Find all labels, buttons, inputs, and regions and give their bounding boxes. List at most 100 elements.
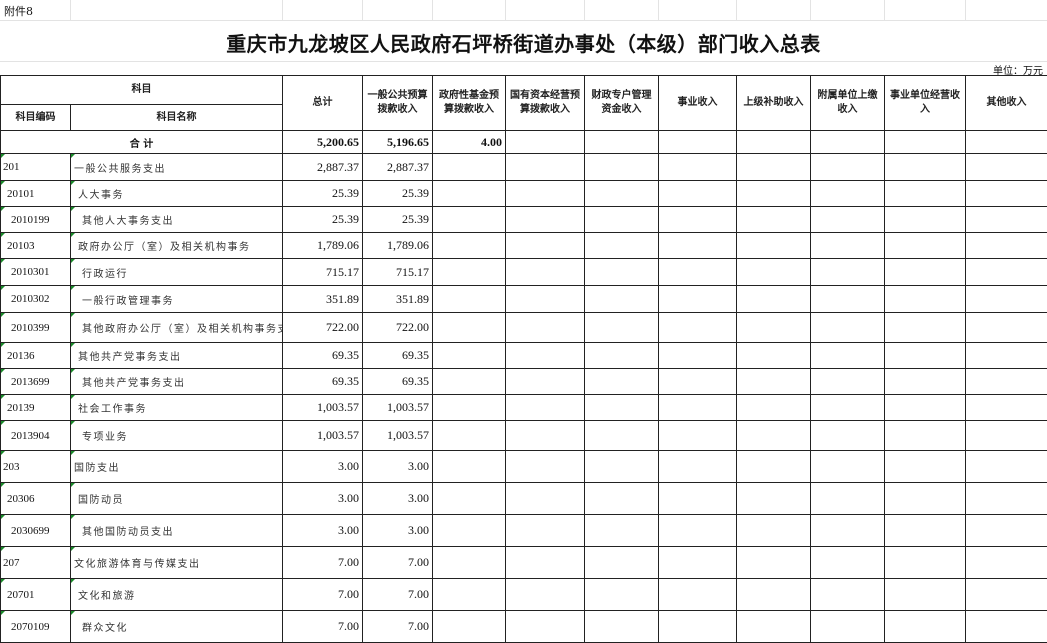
empty-cell: [585, 343, 659, 369]
empty-cell: [659, 154, 737, 181]
empty-cell: [659, 369, 737, 395]
cell-marker-icon: [71, 369, 75, 373]
empty-cell: [737, 395, 811, 421]
subject-code-cell: 2010301: [1, 259, 71, 286]
general-budget-cell: 7.00: [363, 579, 433, 611]
cell-marker-icon: [71, 395, 75, 399]
subject-code-cell: 2013904: [1, 421, 71, 451]
empty-cell: [659, 207, 737, 233]
total-gov-fund: 4.00: [433, 131, 506, 154]
empty-cell: [737, 154, 811, 181]
subject-name-cell: 政府办公厅（室）及相关机构事务: [71, 233, 283, 259]
header-total: 总计: [283, 76, 363, 131]
subject-code-cell: 20306: [1, 483, 71, 515]
empty-cell: [811, 579, 885, 611]
cell-marker-icon: [1, 154, 5, 158]
empty-cell: [811, 154, 885, 181]
subject-name-cell: 其他国防动员支出: [71, 515, 283, 547]
income-table: 科目 总计 一般公共预算拨款收入 政府性基金预算拨款收入 国有资本经营预算拨款收…: [0, 75, 1047, 643]
empty-cell: [737, 181, 811, 207]
empty-cell: [659, 259, 737, 286]
subject-name-cell: 国防动员: [71, 483, 283, 515]
total-cell: 1,003.57: [283, 421, 363, 451]
cell-marker-icon: [71, 233, 75, 237]
empty-cell: [885, 369, 966, 395]
subject-code-cell: 20139: [1, 395, 71, 421]
general-budget-cell: 2,887.37: [363, 154, 433, 181]
empty-cell: [506, 579, 585, 611]
subject-name-cell: 一般行政管理事务: [71, 286, 283, 313]
empty-cell: [433, 259, 506, 286]
empty-cell: [659, 611, 737, 643]
cell-marker-icon: [1, 181, 5, 185]
cell-marker-icon: [1, 451, 5, 455]
general-budget-cell: 69.35: [363, 343, 433, 369]
empty-cell: [811, 395, 885, 421]
general-budget-cell: 1,003.57: [363, 395, 433, 421]
empty-cell: [811, 286, 885, 313]
empty-cell: [966, 181, 1047, 207]
subject-name-cell: 文化和旅游: [71, 579, 283, 611]
empty-cell: [966, 515, 1047, 547]
header-subject: 科目: [1, 76, 283, 105]
cell-marker-icon: [71, 483, 75, 487]
general-budget-cell: 1,789.06: [363, 233, 433, 259]
empty-cell: [506, 611, 585, 643]
total-cell: 2,887.37: [283, 154, 363, 181]
attachment-label: 附件8: [4, 3, 33, 19]
subject-name-cell: 文化旅游体育与传媒支出: [71, 547, 283, 579]
empty-cell: [737, 259, 811, 286]
cell-marker-icon: [1, 395, 5, 399]
empty-cell: [966, 369, 1047, 395]
empty-cell: [811, 313, 885, 343]
subject-code-cell: 20103: [1, 233, 71, 259]
total-cell: 69.35: [283, 343, 363, 369]
empty-cell: [585, 515, 659, 547]
empty-cell: [737, 515, 811, 547]
empty-cell: [585, 313, 659, 343]
total-cell: 351.89: [283, 286, 363, 313]
empty-cell: [737, 369, 811, 395]
cell-marker-icon: [71, 611, 75, 615]
subject-code-cell: 2010302: [1, 286, 71, 313]
empty-cell: [659, 181, 737, 207]
subject-code-cell: 20101: [1, 181, 71, 207]
empty-cell: [966, 611, 1047, 643]
cell-marker-icon: [1, 259, 5, 263]
total-cell: 7.00: [283, 579, 363, 611]
empty-cell: [811, 369, 885, 395]
empty-cell: [811, 259, 885, 286]
cell-marker-icon: [1, 369, 5, 373]
empty-cell: [885, 313, 966, 343]
empty-cell: [966, 286, 1047, 313]
empty-cell: [433, 313, 506, 343]
total-total: 5,200.65: [283, 131, 363, 154]
empty-cell: [811, 207, 885, 233]
empty-cell: [885, 181, 966, 207]
general-budget-cell: 3.00: [363, 515, 433, 547]
page-title: 重庆市九龙坡区人民政府石坪桥街道办事处（本级）部门收入总表: [0, 28, 1047, 57]
empty-cell: [885, 579, 966, 611]
empty-cell: [506, 154, 585, 181]
empty-cell: [885, 483, 966, 515]
total-cell: 3.00: [283, 515, 363, 547]
cell-marker-icon: [1, 233, 5, 237]
empty-cell: [585, 233, 659, 259]
subject-code-cell: 2010399: [1, 313, 71, 343]
empty-cell: [433, 181, 506, 207]
empty-cell: [811, 343, 885, 369]
empty-cell: [659, 579, 737, 611]
cell-marker-icon: [71, 547, 75, 551]
general-budget-cell: 722.00: [363, 313, 433, 343]
empty-cell: [506, 181, 585, 207]
cell-marker-icon: [71, 259, 75, 263]
empty-cell: [433, 451, 506, 483]
header-general-budget: 一般公共预算拨款收入: [363, 76, 433, 131]
empty-cell: [966, 259, 1047, 286]
